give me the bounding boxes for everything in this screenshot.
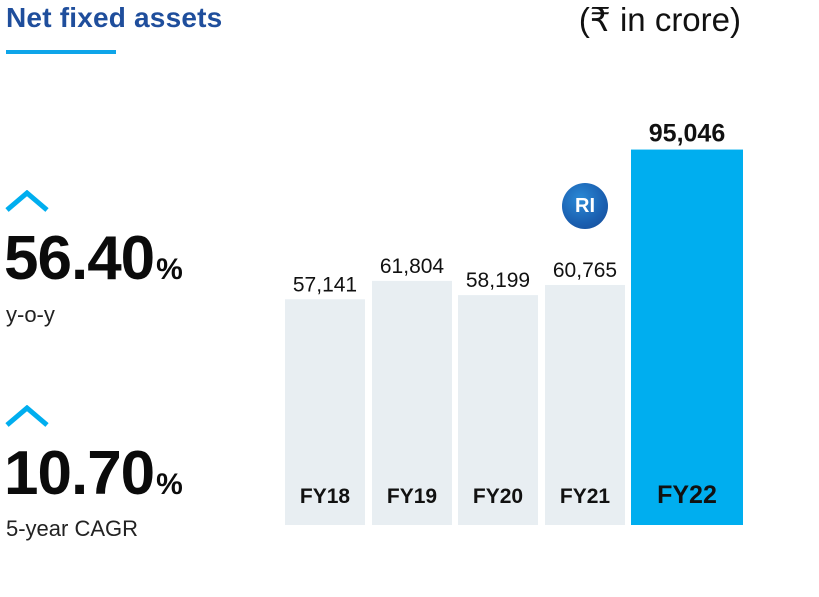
yoy-label: y-o-y	[6, 302, 55, 327]
yoy-value: 56.40%	[4, 224, 183, 293]
value-label-fy20: 58,199	[466, 269, 530, 292]
category-label-fy21: FY21	[560, 485, 611, 508]
bar-fy19	[372, 280, 452, 525]
cagr-value: 10.70%	[4, 439, 183, 508]
ri-badge-icon: RI	[562, 183, 608, 229]
category-label-fy20: FY20	[473, 485, 523, 508]
bar-fy20	[458, 295, 538, 525]
category-label-fy22: FY22	[657, 481, 717, 509]
category-label-fy19: FY19	[387, 485, 437, 508]
caret-up-icon	[5, 190, 49, 212]
value-label-fy21: 60,765	[553, 259, 617, 282]
bar-fy21	[545, 284, 625, 525]
yoy-percent-sign: %	[156, 253, 183, 286]
chart-title: Net fixed assets	[6, 2, 223, 33]
bar-fy22	[631, 149, 743, 525]
category-label-fy18: FY18	[300, 485, 351, 508]
unit-label: (₹ in crore)	[578, 1, 741, 38]
title-underline	[6, 50, 116, 54]
bar-fy18	[285, 299, 365, 525]
value-label-fy22: 95,046	[649, 120, 725, 148]
cagr-percent-sign: %	[156, 468, 183, 501]
value-label-fy19: 61,804	[380, 255, 445, 278]
value-label-fy18: 57,141	[293, 273, 357, 296]
cagr-label: 5-year CAGR	[6, 516, 139, 541]
caret-up-icon	[5, 405, 49, 427]
